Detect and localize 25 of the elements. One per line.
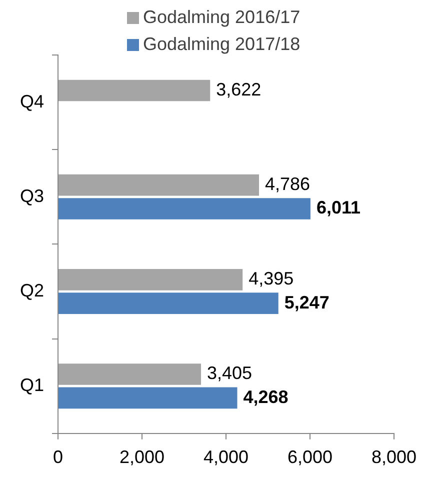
bar: [58, 364, 202, 385]
bar: [58, 198, 310, 220]
y-tick-label: Q1: [20, 375, 44, 396]
legend-label: Godalming 2017/18: [143, 34, 300, 55]
x-tick-label: 6,000: [287, 447, 333, 468]
y-tick-label: Q3: [20, 186, 44, 206]
bar: [58, 387, 238, 409]
bar: [58, 269, 243, 290]
bar: [58, 174, 260, 196]
data-label: 4,786: [265, 174, 310, 194]
bar: [58, 80, 210, 102]
data-label: 3,405: [207, 363, 252, 384]
x-tick-label: 0: [53, 447, 64, 468]
bar: [58, 292, 278, 314]
data-label: 5,247: [284, 292, 330, 312]
y-tick-label: Q4: [20, 91, 44, 112]
data-label: 3,622: [216, 79, 262, 100]
x-tick-label: 4,000: [203, 447, 249, 468]
data-label: 4,395: [248, 268, 294, 289]
x-tick-label: 2,000: [119, 447, 165, 468]
x-tick-label: 8,000: [371, 447, 417, 468]
y-tick-label: Q2: [20, 280, 44, 300]
legend-label: Godalming 2016/17: [143, 7, 300, 28]
data-label: 6,011: [316, 198, 361, 218]
data-label: 4,268: [243, 386, 288, 407]
